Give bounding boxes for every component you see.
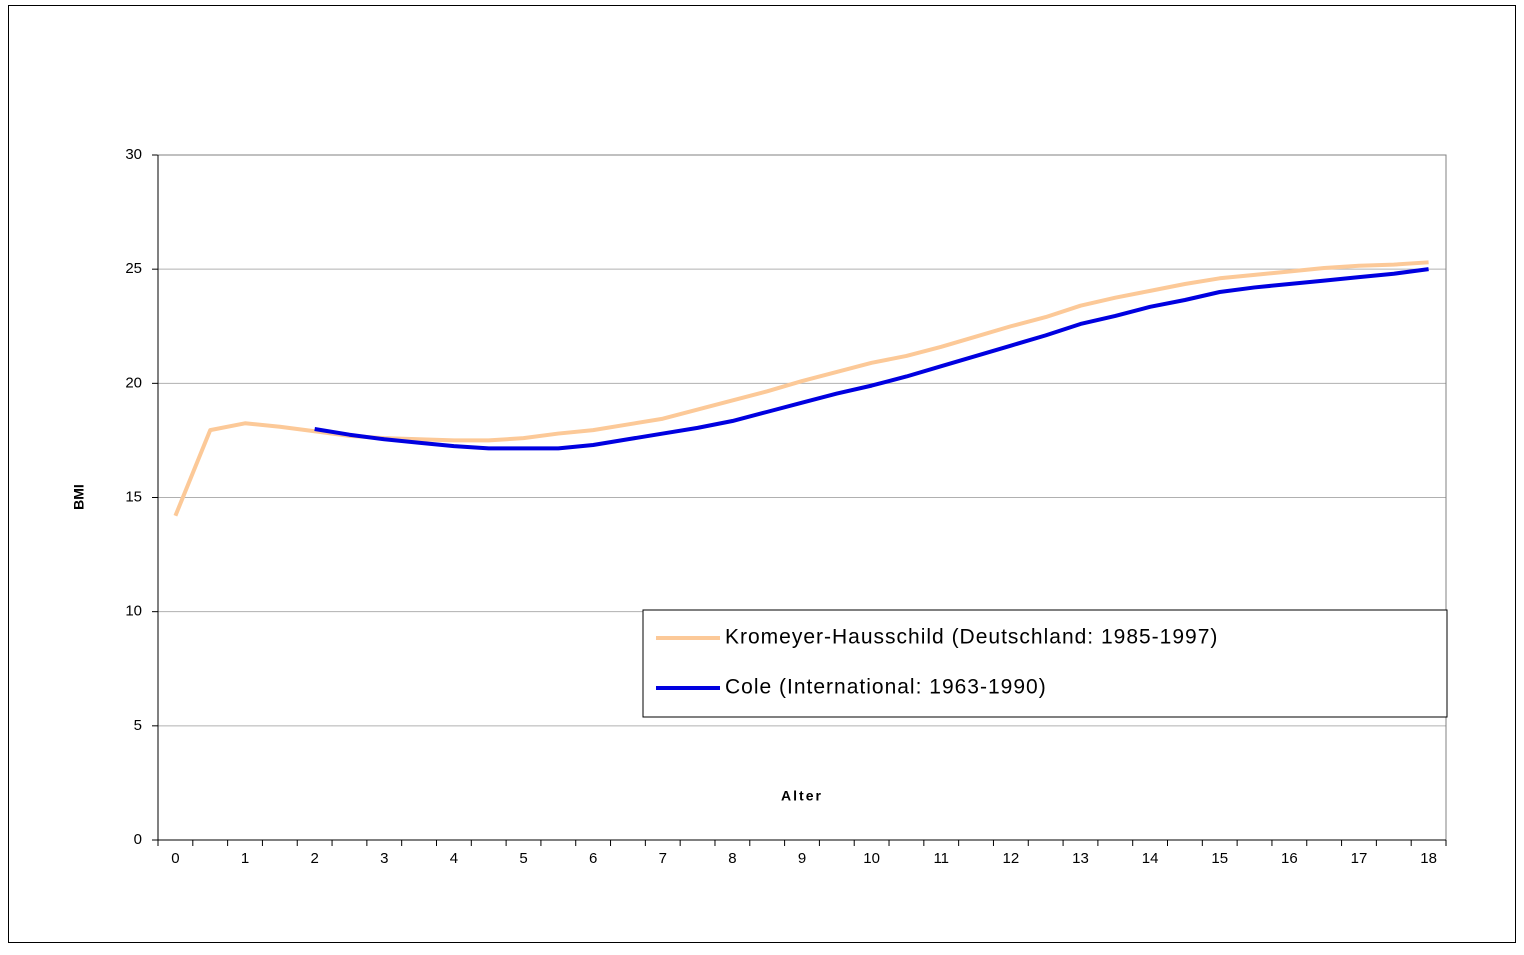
y-tick-label: 30 — [125, 146, 142, 163]
x-tick-label: 0 — [171, 850, 179, 867]
x-tick-label: 17 — [1351, 850, 1368, 867]
x-tick-label: 16 — [1281, 850, 1298, 867]
x-tick-label: 1 — [241, 850, 249, 867]
x-tick-label: 14 — [1142, 850, 1159, 867]
y-axis-title: BMI — [71, 484, 87, 510]
chart-frame — [8, 5, 1516, 943]
x-axis-title: Alter — [781, 788, 823, 804]
y-tick-label: 5 — [134, 717, 142, 734]
x-tick-label: 4 — [450, 850, 458, 867]
y-tick-label: 0 — [134, 831, 142, 848]
legend-label: Cole (International: 1963-1990) — [725, 676, 1047, 699]
legend-box — [642, 609, 1448, 718]
y-tick-label: 25 — [125, 260, 142, 277]
x-tick-label: 5 — [519, 850, 527, 867]
y-tick-label: 20 — [125, 374, 142, 391]
x-tick-label: 3 — [380, 850, 388, 867]
x-tick-label: 15 — [1211, 850, 1228, 867]
x-tick-label: 2 — [310, 850, 318, 867]
x-tick-label: 6 — [589, 850, 597, 867]
x-tick-label: 13 — [1072, 850, 1089, 867]
x-tick-label: 10 — [863, 850, 880, 867]
x-tick-label: 18 — [1420, 850, 1437, 867]
x-tick-label: 9 — [798, 850, 806, 867]
x-tick-label: 8 — [728, 850, 736, 867]
y-tick-label: 15 — [125, 488, 142, 505]
x-tick-label: 11 — [933, 850, 949, 867]
y-tick-label: 10 — [125, 603, 142, 620]
x-tick-label: 7 — [659, 850, 667, 867]
series-line — [314, 267, 1429, 451]
legend-label: Kromeyer-Hausschild (Deutschland: 1985-1… — [725, 626, 1218, 649]
x-tick-label: 12 — [1003, 850, 1020, 867]
